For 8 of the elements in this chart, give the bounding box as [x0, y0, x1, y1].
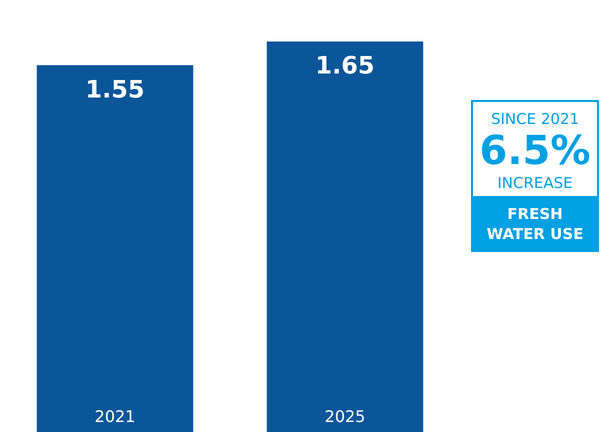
x-tick-label: 2025 [324, 407, 366, 426]
text: SINCE 2021 [490, 110, 580, 128]
data-label: 1.55 [85, 75, 145, 104]
data-label: 1.65 [315, 52, 375, 80]
text: INCREASE [496, 174, 574, 192]
x-tick-label: 2021 [94, 407, 136, 426]
text: FRESH WATER USE [471, 196, 599, 252]
text: 6.5% [478, 128, 592, 174]
